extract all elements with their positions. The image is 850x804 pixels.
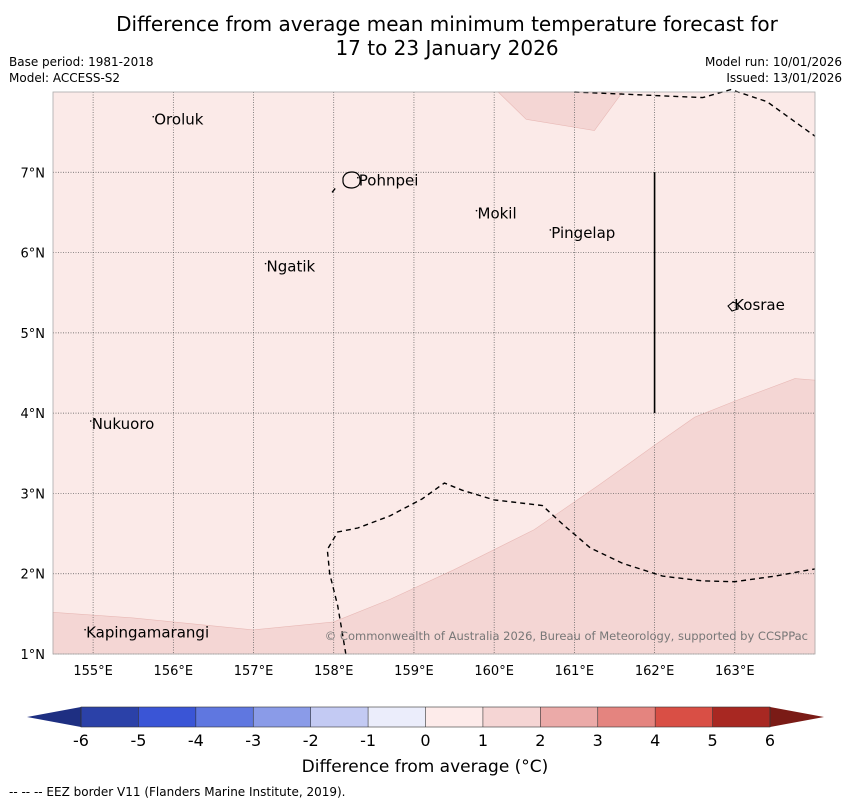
place-label: Ngatik: [267, 258, 316, 276]
meta-right: Model run: 10/01/2026 Issued: 13/01/2026: [705, 54, 842, 86]
atoll-marker: [264, 262, 267, 265]
map-area: 155°E 156°E 157°E 158°E 159°E 160°E 161°E 162°E…: [21, 88, 816, 679]
lat-tick-label: 3°N: [21, 487, 46, 502]
colorbar-swatch: [253, 707, 312, 727]
lon-tick-label: 161°E: [555, 664, 595, 679]
colorbar-swatch: [368, 707, 426, 727]
atoll-marker: [549, 229, 552, 231]
colorbar-tick-label: 6: [765, 731, 775, 750]
lon-tick-label: 163°E: [715, 664, 755, 679]
colorbar-tick-label: 5: [707, 731, 717, 750]
lat-tick-label: 4°N: [21, 407, 46, 422]
colorbar-frame: [80, 706, 771, 728]
colorbar-tick-label: 3: [593, 731, 603, 750]
colorbar-tick-label: 0: [420, 731, 430, 750]
colorbar-tick-label: -4: [188, 731, 204, 750]
lon-tick-label: 157°E: [234, 664, 274, 679]
lon-tick-label: 158°E: [314, 664, 354, 679]
lat-tick-label: 1°N: [21, 648, 46, 663]
place-label: Kapingamarangi: [86, 624, 209, 642]
colorbar-tick-label: 1: [478, 731, 488, 750]
atoll-marker: [89, 420, 92, 422]
eez-border-south: [326, 482, 816, 655]
lon-tick-label: 156°E: [154, 664, 194, 679]
atoll-marker: [475, 209, 478, 212]
copyright-notice: © Commonwealth of Australia 2026, Bureau…: [325, 629, 808, 643]
colorbar-swatch: [712, 707, 771, 727]
atoll-marker: [152, 115, 155, 118]
model-name: Model: ACCESS-S2: [9, 71, 121, 85]
colorbar-tick-label: -6: [73, 731, 89, 750]
issued-date: Issued: 13/01/2026: [726, 71, 842, 85]
place-label: Mokil: [478, 205, 517, 223]
lat-tick-label: 7°N: [21, 166, 46, 181]
lon-tick-label: 159°E: [394, 664, 434, 679]
place-label: Kosrae: [734, 296, 785, 314]
colorbar-swatch: [482, 707, 541, 727]
colorbar-label: Difference from average (°C): [301, 757, 549, 777]
lat-tick-label: 6°N: [21, 247, 46, 262]
place-label: Pohnpei: [359, 172, 419, 190]
place-label: Pingelap: [551, 224, 615, 242]
colorbar-tick-label: -5: [130, 731, 146, 750]
lat-tick-label: 2°N: [21, 568, 46, 583]
colorbar-swatch: [138, 707, 197, 727]
lat-tick-label: 5°N: [21, 327, 46, 342]
model-run: Model run: 10/01/2026: [704, 55, 842, 69]
colorbar-swatch: [425, 707, 484, 727]
colorbar-over-arrow: [770, 707, 824, 727]
colorbar-swatch: [195, 707, 254, 727]
lon-tick-label: 155°E: [73, 664, 113, 679]
place-label: Oroluk: [154, 111, 203, 129]
colorbar-swatch: [597, 707, 656, 727]
colorbar-swatch: [81, 707, 139, 727]
colorbar: -6 -5 -4 -3 -2 -1 0 1 2 3 4 5 6: [27, 706, 824, 750]
map-frame: [52, 91, 816, 655]
colorbar-tick-label: 2: [535, 731, 545, 750]
colorbar-swatch: [655, 707, 713, 727]
map-title: Difference from average mean minimum tem…: [0, 12, 850, 60]
atoll-marker: [84, 628, 86, 631]
eez-footnote: -- -- -- EEZ border V11 (Flanders Marine…: [9, 785, 346, 799]
base-period: Base period: 1981-2018: [9, 55, 154, 69]
colorbar-swatch: [540, 707, 599, 727]
lon-tick-label: 160°E: [474, 664, 514, 679]
eez-border-tick: [331, 187, 336, 193]
title-line-1: Difference from average mean minimum tem…: [116, 12, 778, 36]
colorbar-tick-label: -1: [360, 731, 376, 750]
colorbar-tick-label: -2: [303, 731, 319, 750]
colorbar-under-arrow: [27, 707, 81, 727]
colorbar-swatch: [310, 707, 369, 727]
colorbar-tick-label: -3: [245, 731, 261, 750]
pohnpei-island-outline: [342, 171, 361, 189]
atoll-marker: [732, 301, 734, 303]
meta-left: Base period: 1981-2018 Model: ACCESS-S2: [9, 54, 154, 86]
lon-tick-label: 162°E: [635, 664, 675, 679]
title-line-2: 17 to 23 January 2026: [335, 36, 559, 60]
place-label: Nukuoro: [92, 415, 155, 433]
atoll-marker: [357, 176, 359, 179]
eez-border-north: [574, 88, 816, 137]
kosrae-island-outline: [727, 301, 739, 312]
colorbar-tick-label: 4: [650, 731, 660, 750]
